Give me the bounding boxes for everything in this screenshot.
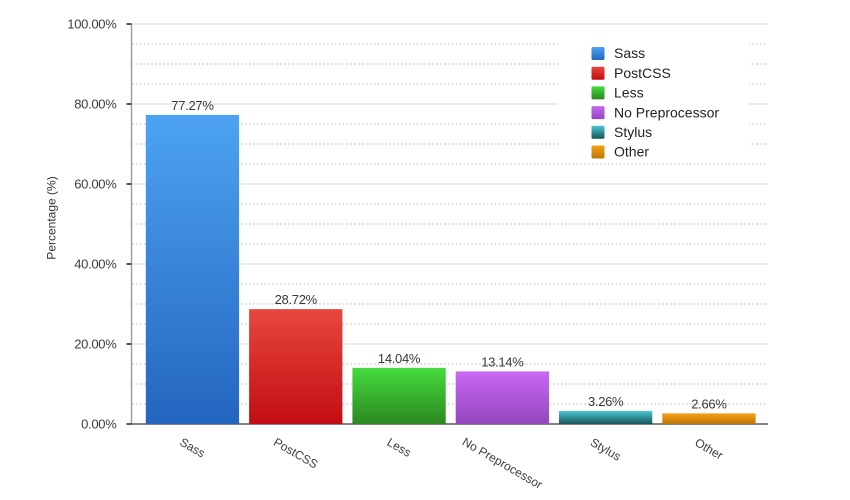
svg-text:20.00%: 20.00%: [74, 337, 117, 352]
svg-text:3.26%: 3.26%: [588, 394, 624, 409]
svg-text:Percentage (%): Percentage (%): [45, 176, 59, 259]
svg-text:PostCSS: PostCSS: [614, 65, 671, 81]
svg-text:Other: Other: [614, 144, 649, 160]
svg-text:60.00%: 60.00%: [74, 177, 117, 192]
svg-text:0.00%: 0.00%: [81, 417, 117, 432]
svg-text:100.00%: 100.00%: [67, 17, 117, 32]
svg-text:13.14%: 13.14%: [481, 354, 524, 369]
svg-text:77.27%: 77.27%: [171, 98, 214, 113]
svg-text:28.72%: 28.72%: [275, 292, 318, 307]
svg-text:No Preprocessor: No Preprocessor: [614, 104, 719, 120]
svg-text:2.66%: 2.66%: [691, 396, 727, 411]
svg-text:80.00%: 80.00%: [74, 97, 117, 112]
svg-text:Less: Less: [614, 85, 644, 101]
svg-text:Sass: Sass: [614, 45, 645, 61]
svg-text:40.00%: 40.00%: [74, 257, 117, 272]
svg-text:14.04%: 14.04%: [378, 351, 421, 366]
svg-text:Stylus: Stylus: [614, 124, 652, 140]
